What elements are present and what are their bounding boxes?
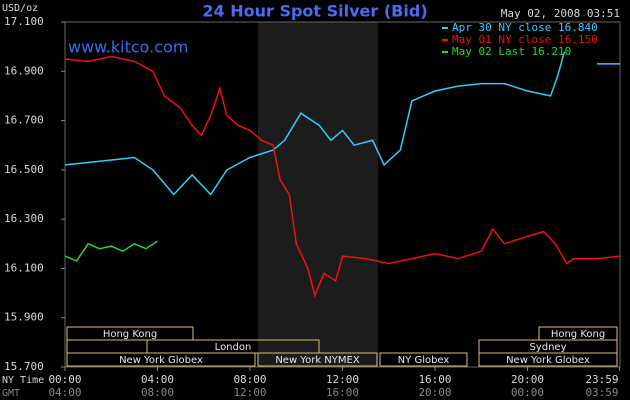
sessions: Hong Kong Hong Kong London Sydney New York G… bbox=[66, 326, 618, 367]
series-line bbox=[64, 55, 621, 298]
x-tick-label: 00:00 bbox=[48, 373, 81, 386]
x-tick-label: 04:00 bbox=[141, 373, 174, 386]
session-box bbox=[478, 352, 618, 367]
session-label: Hong Kong bbox=[103, 329, 157, 340]
gmt-tick-label: 03:59 bbox=[585, 386, 618, 399]
y-axis-label: USD/oz bbox=[2, 3, 38, 14]
x-axis-label: NY Time bbox=[2, 375, 44, 386]
session-box bbox=[66, 326, 194, 341]
session-label: NY Globex bbox=[398, 355, 450, 366]
gmt-tick-label: 20:00 bbox=[418, 386, 451, 399]
legend-label: Apr 30 NY close 16.840 bbox=[452, 21, 598, 34]
session-label: New York NYMEX bbox=[275, 355, 360, 366]
gmt-tick-label: 12:00 bbox=[233, 386, 266, 399]
session-label: New York Globex bbox=[119, 355, 203, 366]
y-tick-label: 16.300 bbox=[4, 212, 44, 225]
x-tick-label: 12:00 bbox=[326, 373, 359, 386]
gmt-tick-label: 08:00 bbox=[141, 386, 174, 399]
gmt-tick-label: 04:00 bbox=[48, 386, 81, 399]
session-label: New York Globex bbox=[506, 355, 590, 366]
watermark: www.kitco.com bbox=[68, 38, 188, 57]
session-box bbox=[66, 352, 256, 367]
session-box bbox=[257, 352, 378, 367]
timestamp: May 02, 2008 03:51 bbox=[501, 7, 620, 20]
x-tick-label: 16:00 bbox=[418, 373, 451, 386]
y-tick-label: 16.500 bbox=[4, 163, 44, 176]
y-tick-label: 17.100 bbox=[4, 15, 44, 28]
series-line bbox=[64, 240, 158, 262]
y-tick-label: 16.900 bbox=[4, 64, 44, 77]
x2-axis-label: GMT bbox=[2, 388, 20, 399]
y-tick-label: 16.100 bbox=[4, 261, 44, 274]
legend-label: May 01 NY close 16.150 bbox=[452, 33, 598, 46]
y-tick-label: 15.700 bbox=[4, 360, 44, 373]
x-tick-label: 08:00 bbox=[233, 373, 266, 386]
y-tick-label: 15.900 bbox=[4, 311, 44, 324]
x-tick-label: 23:59 bbox=[585, 373, 618, 386]
session-label: Sydney bbox=[529, 342, 566, 353]
chart-title: 24 Hour Spot Silver (Bid) bbox=[202, 2, 427, 21]
legend-label: May 02 Last 16.210 bbox=[452, 45, 571, 58]
session-label: Hong Kong bbox=[551, 329, 605, 340]
x-tick-label: 20:00 bbox=[511, 373, 544, 386]
gmt-tick-label: 00:00 bbox=[511, 386, 544, 399]
y-tick-label: 16.700 bbox=[4, 114, 44, 127]
series-line bbox=[64, 51, 620, 196]
gmt-tick-label: 16:00 bbox=[326, 386, 359, 399]
nymex-shade bbox=[258, 22, 378, 367]
session-box bbox=[379, 352, 468, 367]
session-label: London bbox=[215, 342, 252, 353]
